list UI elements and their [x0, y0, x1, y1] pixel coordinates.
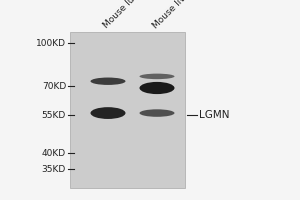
Bar	[70, 32, 185, 188]
Ellipse shape	[140, 74, 175, 79]
Ellipse shape	[91, 107, 125, 119]
Text: 35KD: 35KD	[42, 165, 66, 174]
Text: 40KD: 40KD	[42, 149, 66, 158]
Ellipse shape	[140, 109, 175, 117]
Text: 70KD: 70KD	[42, 82, 66, 91]
Text: 55KD: 55KD	[42, 111, 66, 120]
Ellipse shape	[140, 82, 175, 94]
Text: Mouse liver: Mouse liver	[151, 0, 194, 30]
Text: LGMN: LGMN	[199, 110, 230, 120]
Text: 100KD: 100KD	[36, 39, 66, 48]
Ellipse shape	[91, 78, 125, 85]
Text: Mouse lung: Mouse lung	[102, 0, 145, 30]
